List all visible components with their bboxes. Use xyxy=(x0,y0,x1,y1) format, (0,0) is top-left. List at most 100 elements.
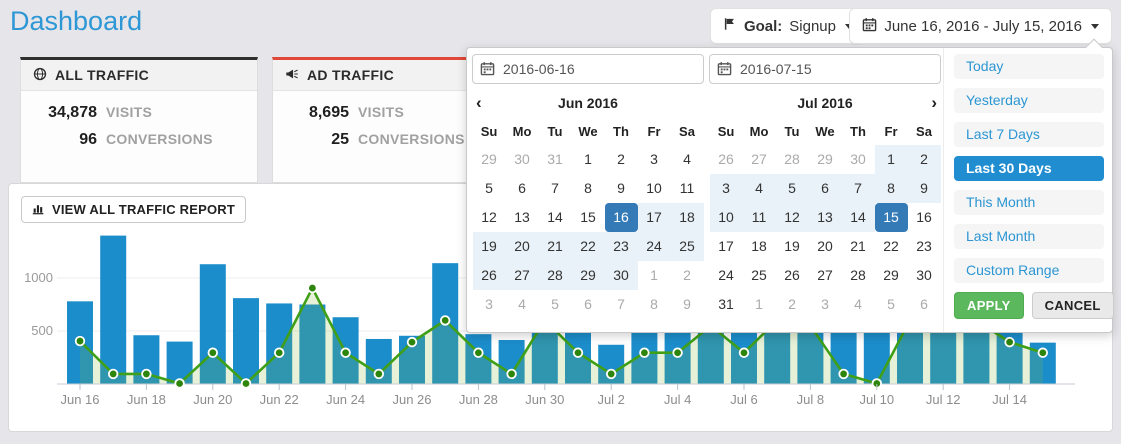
calendar-day[interactable]: 29 xyxy=(883,267,899,283)
calendar-day[interactable]: 28 xyxy=(784,151,800,167)
calendar-day[interactable]: 29 xyxy=(817,151,833,167)
calendar-day[interactable]: 31 xyxy=(718,296,734,312)
calendar-day[interactable]: 26 xyxy=(784,267,800,283)
calendar-day[interactable]: 23 xyxy=(916,238,932,254)
calendar-day[interactable]: 7 xyxy=(617,296,625,312)
calendar-day[interactable]: 24 xyxy=(637,232,671,261)
calendar-day[interactable]: 11 xyxy=(679,180,695,196)
calendar-day[interactable]: 7 xyxy=(841,174,875,203)
calendar-day[interactable]: 4 xyxy=(683,151,691,167)
calendar-day[interactable]: 6 xyxy=(808,174,842,203)
calendar-day[interactable]: 2 xyxy=(907,145,941,174)
calendar-day[interactable]: 30 xyxy=(916,267,932,283)
calendar-day[interactable]: 29 xyxy=(571,261,605,290)
calendar-day[interactable]: 2 xyxy=(683,267,691,283)
preset-last-7-days[interactable]: Last 7 Days xyxy=(954,122,1104,147)
calendar-day[interactable]: 21 xyxy=(538,232,572,261)
calendar-day[interactable]: 14 xyxy=(841,203,875,232)
calendar-day[interactable]: 17 xyxy=(718,238,734,254)
calendar-day[interactable]: 30 xyxy=(850,151,866,167)
calendar-day[interactable]: 25 xyxy=(670,232,704,261)
calendar-day[interactable]: 21 xyxy=(850,238,866,254)
calendar-day[interactable]: 3 xyxy=(821,296,829,312)
calendar-day[interactable]: 14 xyxy=(547,209,563,225)
preset-last-month[interactable]: Last Month xyxy=(954,224,1104,249)
calendar-day[interactable]: 10 xyxy=(646,180,662,196)
calendar-day[interactable]: 8 xyxy=(874,174,908,203)
calendar-day[interactable]: 30 xyxy=(604,261,638,290)
calendar-day[interactable]: 28 xyxy=(538,261,572,290)
start-date-input[interactable] xyxy=(472,54,704,84)
calendar-day[interactable]: 29 xyxy=(481,151,497,167)
calendar-day[interactable]: 26 xyxy=(718,151,734,167)
calendar-day[interactable]: 18 xyxy=(751,238,767,254)
calendar-day[interactable]: 13 xyxy=(808,203,842,232)
calendar-day[interactable]: 4 xyxy=(518,296,526,312)
calendar-day[interactable]: 10 xyxy=(709,203,743,232)
calendar-day[interactable]: 1 xyxy=(584,151,592,167)
calendar-day[interactable]: 16 xyxy=(604,203,638,232)
calendar-day[interactable]: 31 xyxy=(547,151,563,167)
calendar-day[interactable]: 28 xyxy=(850,267,866,283)
calendar-day[interactable]: 12 xyxy=(481,209,497,225)
calendar-day[interactable]: 27 xyxy=(751,151,767,167)
calendar-day[interactable]: 22 xyxy=(883,238,899,254)
calendar-day[interactable]: 13 xyxy=(514,209,530,225)
calendar-day[interactable]: 19 xyxy=(472,232,506,261)
goal-selector-button[interactable]: Goal: Signup xyxy=(709,8,866,44)
calendar-day[interactable]: 25 xyxy=(751,267,767,283)
calendar-day[interactable]: 3 xyxy=(709,174,743,203)
calendar-day[interactable]: 20 xyxy=(505,232,539,261)
preset-today[interactable]: Today xyxy=(954,54,1104,79)
calendar-day[interactable]: 23 xyxy=(604,232,638,261)
end-date-input[interactable] xyxy=(709,54,941,84)
prev-month-icon[interactable]: ‹ xyxy=(476,93,482,112)
calendar-day[interactable]: 6 xyxy=(920,296,928,312)
calendar-day[interactable]: 2 xyxy=(788,296,796,312)
calendar-day[interactable]: 4 xyxy=(854,296,862,312)
calendar-day[interactable]: 5 xyxy=(775,174,809,203)
next-month-icon[interactable]: › xyxy=(931,93,937,112)
calendar-day[interactable]: 4 xyxy=(742,174,776,203)
calendar-day[interactable]: 5 xyxy=(551,296,559,312)
calendar-day[interactable]: 2 xyxy=(617,151,625,167)
calendar-day[interactable]: 5 xyxy=(887,296,895,312)
apply-button[interactable]: APPLY xyxy=(954,292,1024,319)
calendar-day[interactable]: 9 xyxy=(683,296,691,312)
calendar-day[interactable]: 1 xyxy=(874,145,908,174)
calendar-day[interactable]: 5 xyxy=(485,180,493,196)
calendar-day[interactable]: 17 xyxy=(637,203,671,232)
calendar-day[interactable]: 27 xyxy=(505,261,539,290)
calendar-day[interactable]: 15 xyxy=(580,209,596,225)
calendar-day[interactable]: 18 xyxy=(670,203,704,232)
calendar-day[interactable]: 3 xyxy=(650,151,658,167)
calendar-day[interactable]: 7 xyxy=(551,180,559,196)
preset-custom-range[interactable]: Custom Range xyxy=(954,258,1104,283)
calendar-day[interactable]: 16 xyxy=(916,209,932,225)
calendar-day[interactable]: 22 xyxy=(571,232,605,261)
calendar-day[interactable]: 27 xyxy=(817,267,833,283)
view-all-traffic-report-button[interactable]: VIEW ALL TRAFFIC REPORT xyxy=(21,196,246,223)
calendar-day[interactable]: 9 xyxy=(907,174,941,203)
calendar-day[interactable]: 30 xyxy=(514,151,530,167)
calendar-day[interactable]: 8 xyxy=(584,180,592,196)
calendar-day[interactable]: 6 xyxy=(518,180,526,196)
calendar-day[interactable]: 11 xyxy=(742,203,776,232)
calendar-day[interactable]: 1 xyxy=(755,296,763,312)
calendar-day[interactable]: 19 xyxy=(784,238,800,254)
calendar-day[interactable]: 24 xyxy=(718,267,734,283)
calendar-day[interactable]: 20 xyxy=(817,238,833,254)
calendar-day[interactable]: 6 xyxy=(584,296,592,312)
calendar-day[interactable]: 9 xyxy=(617,180,625,196)
preset-yesterday[interactable]: Yesterday xyxy=(954,88,1104,113)
calendar-day[interactable]: 8 xyxy=(650,296,658,312)
preset-last-30-days[interactable]: Last 30 Days xyxy=(954,156,1104,181)
calendar-day[interactable]: 26 xyxy=(472,261,506,290)
daterange-button[interactable]: June 16, 2016 - July 15, 2016 xyxy=(849,8,1112,44)
cancel-button[interactable]: CANCEL xyxy=(1031,292,1114,319)
preset-this-month[interactable]: This Month xyxy=(954,190,1104,215)
calendar-day[interactable]: 3 xyxy=(485,296,493,312)
calendar-day[interactable]: 1 xyxy=(650,267,658,283)
calendar-day[interactable]: 15 xyxy=(874,203,908,232)
calendar-day[interactable]: 12 xyxy=(775,203,809,232)
